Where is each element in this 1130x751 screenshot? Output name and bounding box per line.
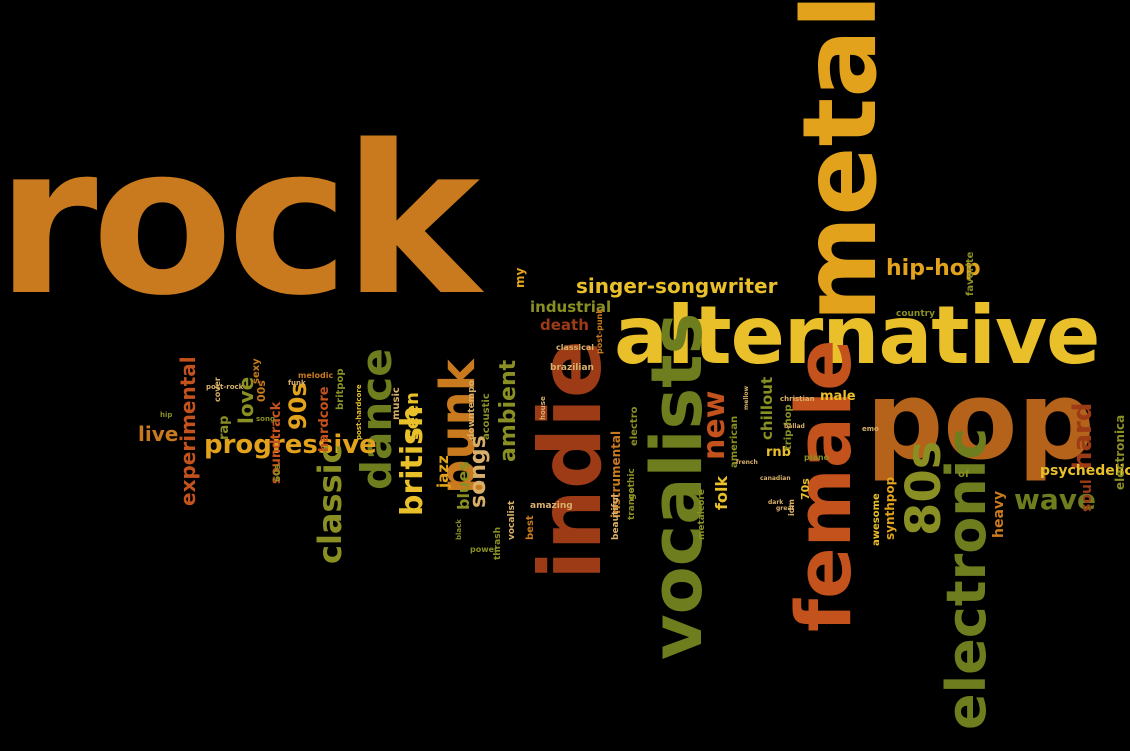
word-of: of [958,469,970,480]
word-jazz: jazz [434,455,452,488]
word-female: female [779,339,868,632]
word-synthpop: synthpop [883,476,897,540]
word-hard: hard [1068,402,1098,471]
word-pop: pop [866,359,1095,484]
word-melodic: melodic [298,371,334,380]
word-piano: piano [804,453,830,462]
word-black: black [455,519,463,540]
word-amazing: amazing [530,501,573,511]
word-70s: 70s [799,478,812,500]
word-chillout: chillout [758,376,776,440]
word-blues: blues [454,461,473,510]
word-vocalist: vocalist [507,500,517,540]
word-dark: dark [768,499,784,506]
word-vocalists: vocalists [636,312,718,660]
word-progressive: progressive [204,430,377,460]
word-emo: emo [862,425,879,433]
word-post-hardcore: post-hardcore [355,384,363,440]
word-60s: 60s [273,464,283,482]
word-rock: rock [0,101,480,341]
word-power: power [470,545,498,554]
word-french: french [736,459,758,466]
word-indie: indie [521,339,621,580]
word-metal: metal [781,0,900,322]
word-country: country [896,309,935,319]
word-my: my [513,267,527,288]
word-great: great [776,505,795,512]
word-house: house [539,396,547,420]
word-post-punk: post-punk [595,308,604,354]
word-best: best [525,515,536,540]
word-trance: trance [627,487,637,520]
word-funk: funk [288,379,306,387]
word-90s: 90s [284,382,312,430]
word-ambient: ambient [496,359,521,462]
word-live: live [138,422,179,446]
word-metalcore: metalcore [697,488,707,540]
word-soul: soul [1079,479,1095,512]
word-classic: classic [311,444,349,564]
word-alternative: alternative [614,289,1100,382]
word-wave: wave [1014,483,1097,516]
word-80s: 80s [896,440,952,536]
word-post-rock: post-rock [206,383,244,391]
word-awesome: awesome [871,493,882,546]
word-folk: folk [712,475,731,510]
word-favorite: favorite [965,251,976,296]
word-singer-songwriter: singer-songwriter [576,274,778,298]
word-beautiful: beautiful [611,494,621,540]
word-hip: hip [160,411,173,419]
word-thrash: thrash [493,527,503,560]
word-classical: classical [556,343,595,352]
word-00s: 00s [255,380,268,402]
word-canadian: canadian [760,475,791,482]
word-experimental: experimental [176,356,200,506]
word-ballad: ballad [784,423,805,430]
word-rap: rap [217,415,232,441]
word-acoustic: acoustic [481,393,492,440]
word-male: male [820,389,856,404]
word-industrial: industrial [530,298,612,316]
word-christian: christian [780,395,815,403]
word-seen: seen [402,392,423,440]
word-electro: electro [629,406,640,446]
word-downtempo: downtempo [467,380,477,440]
word-heavy: heavy [991,490,1007,538]
word-new: new [697,390,732,460]
word-mellow: mellow [743,385,750,410]
word-death: death [540,316,589,334]
word-brazilian: brazilian [550,363,594,373]
word-music: music [391,387,402,420]
word-rnb: rnb [766,445,791,460]
word-hardcore: hardcore [317,386,332,452]
word-psychedelic: psychedelic [1040,463,1130,479]
word-britpop: britpop [335,368,346,410]
word-electronica: electronica [1113,414,1127,490]
word-song: song [256,415,275,423]
word-hip-hop: hip-hop [886,256,981,281]
